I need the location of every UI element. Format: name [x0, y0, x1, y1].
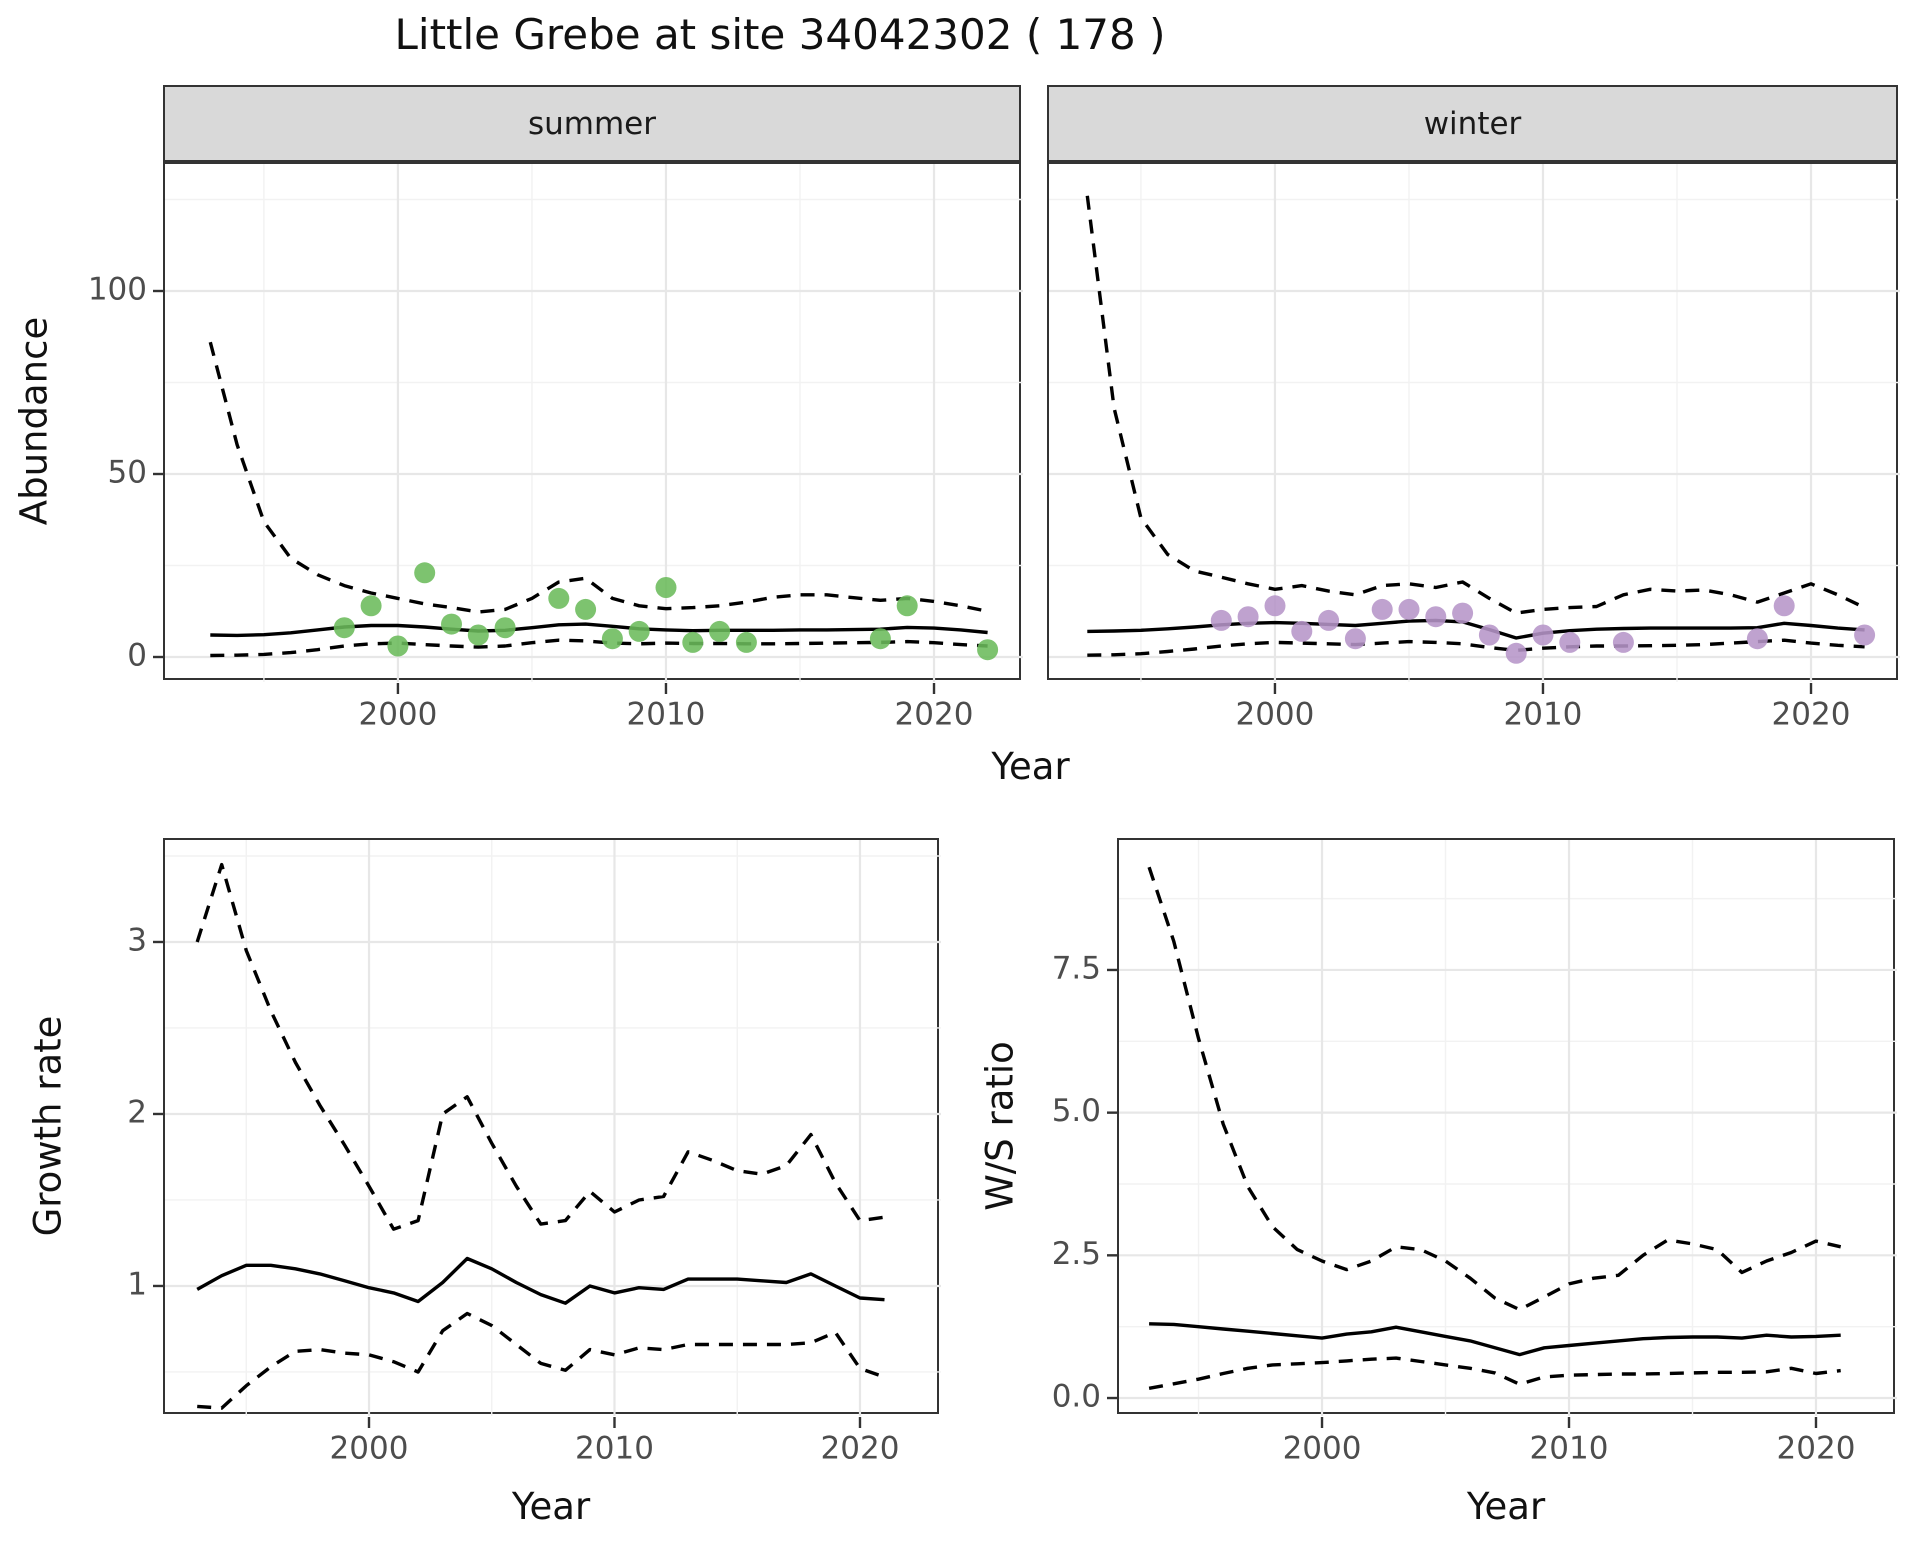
series-growth-median — [196, 1256, 885, 1305]
chart-growth-rate: 2000 2010 2020 1 2 3 — [127, 840, 941, 1467]
series-ratio-upper — [1147, 866, 1842, 1312]
facet-label-winter: winter — [1423, 105, 1522, 142]
x-axis-title-growth-rate: Year — [511, 1485, 591, 1528]
data-point-observed-count-summer — [869, 628, 891, 650]
series-ratio-lower — [1148, 1356, 1841, 1390]
data-point-observed-count-summer — [655, 577, 677, 598]
data-point-observed-count-summer — [548, 587, 570, 609]
x-axis-title-ws-ratio: Year — [1466, 1485, 1546, 1528]
facet-label-summer: summer — [527, 105, 656, 142]
data-point-observed-count-winter — [1505, 642, 1527, 664]
data-point-observed-count-summer — [735, 631, 757, 653]
data-point-observed-count-winter — [1237, 606, 1259, 628]
x-tick-label: 2000 — [1283, 1431, 1362, 1467]
data-point-observed-count-winter — [1559, 631, 1581, 653]
series-ratio-median — [1149, 1322, 1841, 1357]
panel-abundance-summer: 2000 2010 2020 0 50 100 — [88, 162, 1023, 733]
data-point-observed-count-winter — [1371, 598, 1393, 620]
series-lower-credible — [1087, 638, 1865, 657]
data-point-observed-count-winter — [1264, 595, 1286, 617]
y-axis-title-abundance: Abundance — [12, 316, 56, 526]
data-point-observed-count-summer — [575, 598, 597, 620]
y-axis-title-growth-rate: Growth rate — [26, 1015, 70, 1237]
y-tick-label: 5.0 — [1052, 1093, 1101, 1129]
series-upper-credible — [208, 341, 988, 614]
series-trend-median — [210, 622, 988, 638]
data-point-observed-count-summer — [467, 624, 489, 646]
facet-strip-summer: summer — [163, 85, 1021, 162]
chart-ws-ratio: 2000 2010 2020 0.0 2.5 5.0 7.5 — [1052, 840, 1897, 1467]
data-point-observed-count-summer — [682, 631, 704, 653]
panel-ws-ratio: 2000 2010 2020 0.0 2.5 5.0 7.5 — [1052, 838, 1897, 1467]
data-point-observed-count-summer — [896, 595, 918, 617]
x-tick-label: 2010 — [575, 1431, 654, 1467]
panel-abundance-winter: 2000 2010 2020 — [1047, 162, 1900, 733]
data-point-observed-count-summer — [601, 628, 623, 650]
page-title: Little Grebe at site 34042302 ( 178 ) — [394, 10, 1166, 59]
y-tick-label: 3 — [127, 922, 147, 958]
x-tick-label: 2010 — [1504, 697, 1583, 733]
x-tick-label: 2010 — [627, 697, 706, 733]
chart-abundance-summer: 2000 2010 2020 0 50 100 — [88, 164, 1023, 733]
data-point-observed-count-summer — [360, 595, 382, 617]
data-point-observed-count-winter — [1478, 624, 1500, 646]
facet-strip-winter: winter — [1047, 85, 1898, 162]
data-point-observed-count-winter — [1425, 606, 1447, 628]
series-lower-credible — [210, 638, 988, 658]
data-point-observed-count-summer — [414, 562, 436, 584]
data-point-observed-count-winter — [1773, 595, 1795, 617]
data-point-observed-count-winter — [1291, 620, 1313, 642]
x-tick-label: 2020 — [821, 1431, 900, 1467]
data-point-observed-count-summer — [709, 620, 731, 642]
data-point-observed-count-summer — [977, 639, 999, 661]
y-tick-label: 100 — [88, 272, 147, 308]
data-point-observed-count-winter — [1344, 628, 1366, 650]
panel-growth-rate: 2000 2010 2020 1 2 3 — [127, 838, 941, 1467]
x-tick-label: 2010 — [1530, 1431, 1609, 1467]
y-tick-label: 50 — [108, 455, 147, 491]
x-tick-label: 2020 — [1772, 697, 1851, 733]
data-point-observed-count-winter — [1452, 602, 1474, 624]
series-growth-lower — [197, 1311, 886, 1410]
chart-abundance-winter: 2000 2010 2020 — [1049, 164, 1900, 733]
x-tick-label: 2000 — [358, 697, 437, 733]
x-tick-label: 2000 — [330, 1431, 409, 1467]
data-point-observed-count-winter — [1612, 631, 1634, 653]
data-point-observed-count-summer — [333, 617, 355, 639]
y-tick-label: 0.0 — [1052, 1379, 1101, 1415]
y-tick-label: 7.5 — [1052, 950, 1101, 986]
data-point-observed-count-summer — [441, 613, 462, 635]
y-tick-label: 2.5 — [1052, 1236, 1101, 1272]
data-point-observed-count-winter — [1210, 609, 1232, 631]
y-tick-label: 1 — [127, 1266, 147, 1302]
data-point-observed-count-winter — [1398, 598, 1420, 620]
data-point-observed-count-summer — [494, 617, 516, 639]
data-point-observed-count-winter — [1532, 624, 1554, 646]
series-growth-upper — [195, 862, 885, 1231]
x-tick-label: 2000 — [1235, 697, 1314, 733]
data-point-observed-count-summer — [628, 620, 650, 642]
data-point-observed-count-summer — [387, 635, 409, 657]
x-tick-label: 2020 — [1777, 1431, 1856, 1467]
series-upper-credible — [1085, 195, 1866, 615]
x-axis-title-top: Year — [991, 745, 1070, 788]
y-axis-title-ws-ratio: W/S ratio — [978, 1041, 1022, 1211]
x-tick-label: 2020 — [895, 697, 974, 733]
data-point-observed-count-winter — [1746, 628, 1768, 650]
data-point-observed-count-winter — [1318, 609, 1340, 631]
y-tick-label: 0 — [127, 638, 147, 674]
y-tick-label: 2 — [127, 1094, 147, 1130]
data-point-observed-count-winter — [1854, 624, 1876, 646]
